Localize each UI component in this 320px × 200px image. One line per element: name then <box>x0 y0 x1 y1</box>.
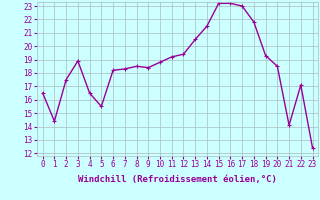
X-axis label: Windchill (Refroidissement éolien,°C): Windchill (Refroidissement éolien,°C) <box>78 175 277 184</box>
